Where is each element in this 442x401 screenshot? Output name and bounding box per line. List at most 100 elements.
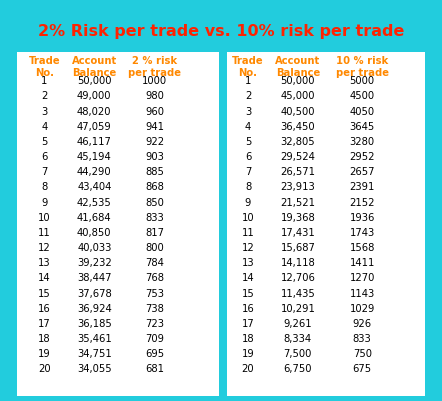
Text: 18: 18 (242, 333, 254, 343)
Text: 34,751: 34,751 (77, 348, 112, 358)
Text: 675: 675 (353, 364, 372, 374)
Text: 40,850: 40,850 (77, 227, 111, 237)
Text: 768: 768 (145, 273, 164, 283)
Text: 850: 850 (145, 197, 164, 207)
Text: 1143: 1143 (350, 288, 375, 298)
Text: Account
Balance: Account Balance (275, 56, 320, 78)
Text: 2152: 2152 (350, 197, 375, 207)
Text: 800: 800 (145, 243, 164, 253)
Text: 3645: 3645 (350, 122, 375, 132)
Text: 37,678: 37,678 (77, 288, 112, 298)
Text: 20: 20 (38, 364, 51, 374)
Text: 5: 5 (41, 137, 48, 146)
Text: 15: 15 (242, 288, 255, 298)
Text: 2952: 2952 (350, 152, 375, 162)
Text: 5: 5 (245, 137, 251, 146)
Text: Trade
No.: Trade No. (232, 56, 264, 78)
Text: 8: 8 (245, 182, 251, 192)
Text: 723: 723 (145, 318, 164, 328)
Text: 19,368: 19,368 (281, 212, 315, 222)
Text: 681: 681 (145, 364, 164, 374)
Text: Trade
No.: Trade No. (29, 56, 60, 78)
Text: 35,461: 35,461 (77, 333, 112, 343)
Text: 41,684: 41,684 (77, 212, 112, 222)
Text: 10: 10 (38, 212, 51, 222)
Text: 14: 14 (38, 273, 51, 283)
Text: 2 % risk
per trade: 2 % risk per trade (128, 56, 181, 78)
Text: 4500: 4500 (350, 91, 375, 101)
Text: 1936: 1936 (350, 212, 375, 222)
Text: 47,059: 47,059 (77, 122, 112, 132)
Text: 6: 6 (245, 152, 251, 162)
Text: 8,334: 8,334 (284, 333, 312, 343)
Text: 817: 817 (145, 227, 164, 237)
Text: 44,290: 44,290 (77, 167, 112, 177)
Text: 39,232: 39,232 (77, 257, 112, 267)
FancyBboxPatch shape (219, 53, 227, 396)
Text: 12: 12 (38, 243, 51, 253)
FancyBboxPatch shape (17, 5, 425, 53)
Text: 2: 2 (41, 91, 48, 101)
Text: 11: 11 (38, 227, 51, 237)
Text: 926: 926 (353, 318, 372, 328)
Text: 16: 16 (38, 303, 51, 313)
Text: 14,118: 14,118 (281, 257, 315, 267)
Text: 868: 868 (145, 182, 164, 192)
Text: 922: 922 (145, 137, 164, 146)
Text: 738: 738 (145, 303, 164, 313)
Text: 14: 14 (242, 273, 254, 283)
Text: 19: 19 (38, 348, 51, 358)
Text: 13: 13 (38, 257, 51, 267)
Text: 3: 3 (245, 106, 251, 116)
Text: 6,750: 6,750 (284, 364, 312, 374)
Text: 1568: 1568 (350, 243, 375, 253)
Text: 2% Risk per trade vs. 10% risk per trade: 2% Risk per trade vs. 10% risk per trade (38, 24, 404, 39)
Text: 40,033: 40,033 (77, 243, 111, 253)
Text: 9: 9 (245, 197, 251, 207)
Text: 17,431: 17,431 (281, 227, 315, 237)
Text: 43,404: 43,404 (77, 182, 111, 192)
Text: 1: 1 (245, 76, 251, 86)
Text: 3: 3 (42, 106, 48, 116)
Text: 45,194: 45,194 (77, 152, 112, 162)
Text: 1: 1 (41, 76, 48, 86)
Text: 21,521: 21,521 (280, 197, 315, 207)
Text: 941: 941 (145, 122, 164, 132)
Text: 12,706: 12,706 (280, 273, 315, 283)
Text: 7: 7 (41, 167, 48, 177)
Text: 29,524: 29,524 (280, 152, 315, 162)
Text: 40,500: 40,500 (281, 106, 315, 116)
Text: 12: 12 (242, 243, 255, 253)
Text: 49,000: 49,000 (77, 91, 111, 101)
Text: 2657: 2657 (350, 167, 375, 177)
Text: 46,117: 46,117 (77, 137, 112, 146)
Text: 15: 15 (38, 288, 51, 298)
Text: 903: 903 (145, 152, 164, 162)
Text: 1743: 1743 (350, 227, 375, 237)
Text: 4: 4 (245, 122, 251, 132)
Text: 11,435: 11,435 (281, 288, 315, 298)
Text: 11: 11 (242, 227, 255, 237)
Text: 50,000: 50,000 (77, 76, 111, 86)
Text: 833: 833 (353, 333, 372, 343)
Text: 48,020: 48,020 (77, 106, 111, 116)
Text: 1270: 1270 (350, 273, 375, 283)
Text: 10: 10 (242, 212, 254, 222)
Text: 36,450: 36,450 (281, 122, 315, 132)
Text: 753: 753 (145, 288, 164, 298)
Text: 980: 980 (145, 91, 164, 101)
Text: 695: 695 (145, 348, 164, 358)
Text: 1000: 1000 (142, 76, 167, 86)
Text: 2391: 2391 (350, 182, 375, 192)
Text: 19: 19 (242, 348, 255, 358)
Text: 7: 7 (245, 167, 251, 177)
Text: 38,447: 38,447 (77, 273, 111, 283)
Text: 10 % risk
per trade: 10 % risk per trade (336, 56, 389, 78)
Text: 23,913: 23,913 (281, 182, 315, 192)
Text: 6: 6 (41, 152, 48, 162)
Text: 26,571: 26,571 (280, 167, 315, 177)
Text: 42,535: 42,535 (77, 197, 112, 207)
Text: 7,500: 7,500 (284, 348, 312, 358)
Text: 17: 17 (242, 318, 255, 328)
Text: 9: 9 (41, 197, 48, 207)
